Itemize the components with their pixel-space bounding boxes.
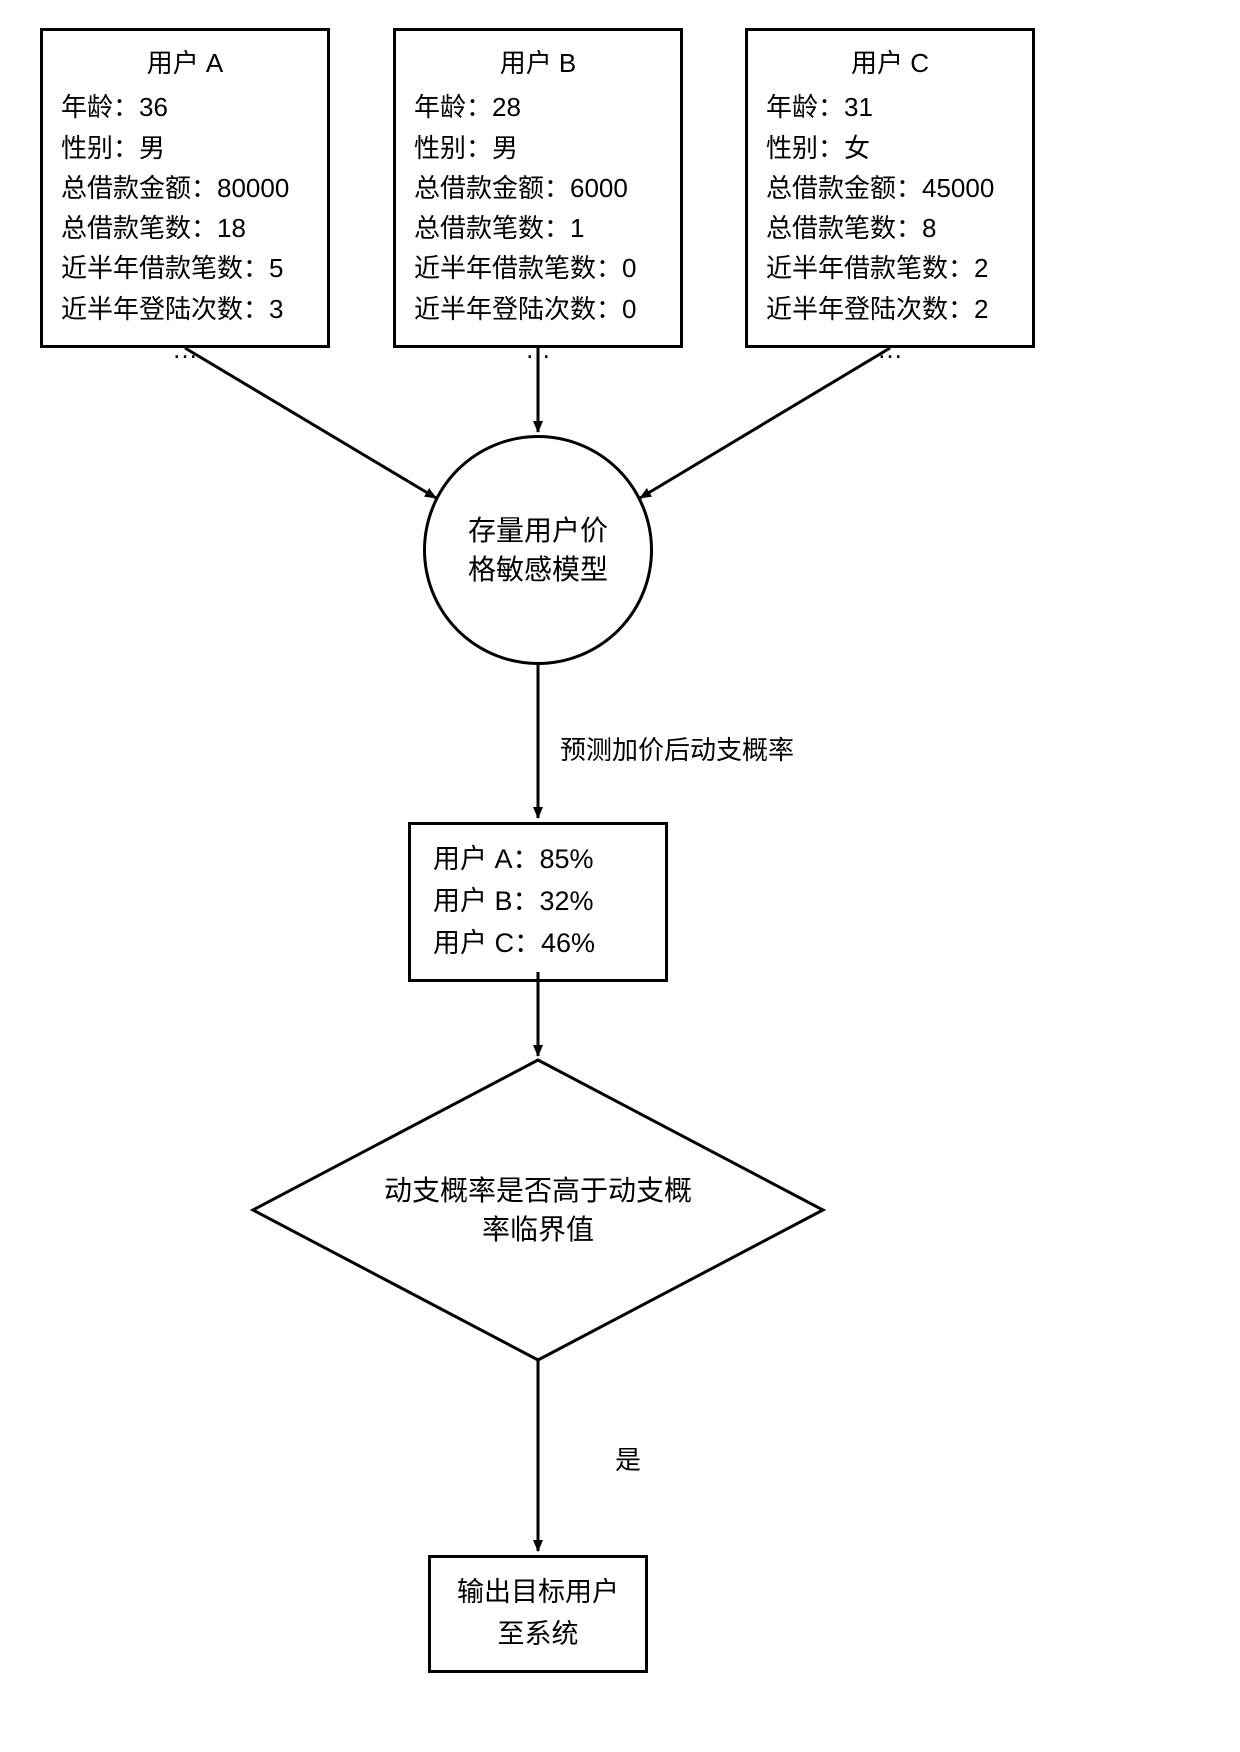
user-b-field: 总借款笔数：1 [414, 208, 662, 248]
user-c-field: 性别：女 [766, 128, 1014, 168]
user-a-title: 用户 A [61, 43, 309, 83]
user-c-field: 总借款笔数：8 [766, 208, 1014, 248]
decision-line1: 动支概率是否高于动支概 [378, 1171, 698, 1210]
user-box-c: 用户 C 年龄：31 性别：女 总借款金额：45000 总借款笔数：8 近半年借… [745, 28, 1035, 348]
user-b-field: 性别：男 [414, 128, 662, 168]
model-circle: 存量用户价 格敏感模型 [423, 435, 653, 665]
output-box: 输出目标用户 至系统 [428, 1555, 648, 1673]
results-box: 用户 A：85% 用户 B：32% 用户 C：46% [408, 822, 668, 982]
user-b-title: 用户 B [414, 43, 662, 83]
arrow-c-to-model [640, 348, 890, 498]
user-a-field: 近半年登陆次数：3 [61, 289, 309, 329]
user-c-field: 总借款金额：45000 [766, 168, 1014, 208]
model-label-line2: 格敏感模型 [468, 550, 608, 589]
user-b-field: 近半年借款笔数：0 [414, 248, 662, 288]
user-c-field: 近半年登陆次数：2 [766, 289, 1014, 329]
user-c-field: 年龄：31 [766, 87, 1014, 127]
user-b-field: 近半年登陆次数：0 [414, 289, 662, 329]
edge-label-predict: 预测加价后动支概率 [560, 730, 794, 767]
user-b-ellipsis: … [414, 329, 662, 369]
user-b-field: 年龄：28 [414, 87, 662, 127]
result-line: 用户 A：85% [433, 839, 643, 881]
output-line2: 至系统 [453, 1614, 623, 1656]
user-a-field: 近半年借款笔数：5 [61, 248, 309, 288]
user-a-field: 年龄：36 [61, 87, 309, 127]
user-a-ellipsis: … [61, 329, 309, 369]
decision-line2: 率临界值 [378, 1210, 698, 1249]
user-c-ellipsis: … [766, 329, 1014, 369]
user-b-field: 总借款金额：6000 [414, 168, 662, 208]
result-line: 用户 C：46% [433, 923, 643, 965]
output-line1: 输出目标用户 [453, 1572, 623, 1614]
user-c-field: 近半年借款笔数：2 [766, 248, 1014, 288]
user-a-field: 性别：男 [61, 128, 309, 168]
user-box-a: 用户 A 年龄：36 性别：男 总借款金额：80000 总借款笔数：18 近半年… [40, 28, 330, 348]
result-line: 用户 B：32% [433, 881, 643, 923]
model-label-line1: 存量用户价 [468, 511, 608, 550]
flowchart-canvas: 用户 A 年龄：36 性别：男 总借款金额：80000 总借款笔数：18 近半年… [0, 0, 1240, 1752]
user-a-field: 总借款金额：80000 [61, 168, 309, 208]
arrow-a-to-model [185, 348, 436, 498]
user-a-field: 总借款笔数：18 [61, 208, 309, 248]
edge-label-yes: 是 [615, 1440, 641, 1477]
user-box-b: 用户 B 年龄：28 性别：男 总借款金额：6000 总借款笔数：1 近半年借款… [393, 28, 683, 348]
user-c-title: 用户 C [766, 43, 1014, 83]
decision-label: 动支概率是否高于动支概 率临界值 [378, 1171, 698, 1249]
